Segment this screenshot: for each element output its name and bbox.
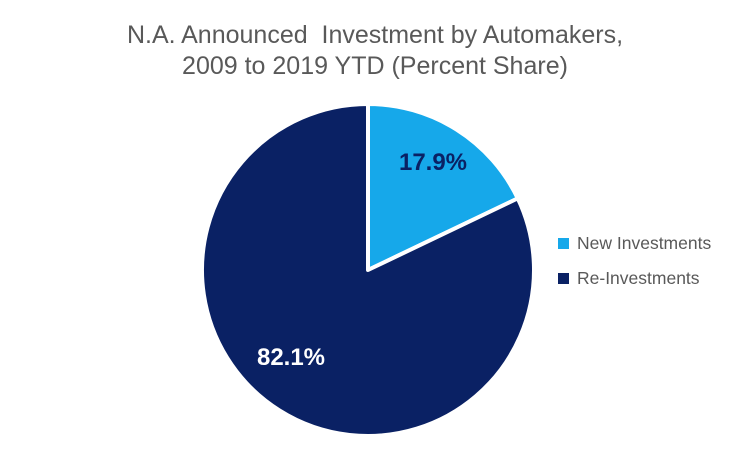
- legend-item-new-investments: New Investments: [558, 232, 711, 254]
- chart-title-line-1: N.A. Announced Investment by Automakers,: [126, 21, 624, 49]
- legend-swatch-re-investments: [558, 272, 569, 284]
- data-label-re-investments: 82.1%: [256, 344, 326, 371]
- legend: New Investments Re-Investments: [558, 232, 711, 302]
- legend-label-re-investments: Re-Investments: [577, 267, 700, 288]
- pie-slice-re-investments: [200, 102, 536, 438]
- chart-title-line-2: 2009 to 2019 YTD (Percent Share): [182, 52, 568, 80]
- pie-slice-new-investments: [366, 102, 520, 272]
- chart-title: N.A. Announced Investment by Automakers,…: [0, 20, 750, 82]
- legend-item-re-investments: Re-Investments: [558, 267, 711, 289]
- legend-label-new-investments: New Investments: [577, 232, 712, 253]
- legend-swatch-new-investments: [558, 237, 569, 249]
- data-label-new-investments: 17.9%: [398, 149, 468, 176]
